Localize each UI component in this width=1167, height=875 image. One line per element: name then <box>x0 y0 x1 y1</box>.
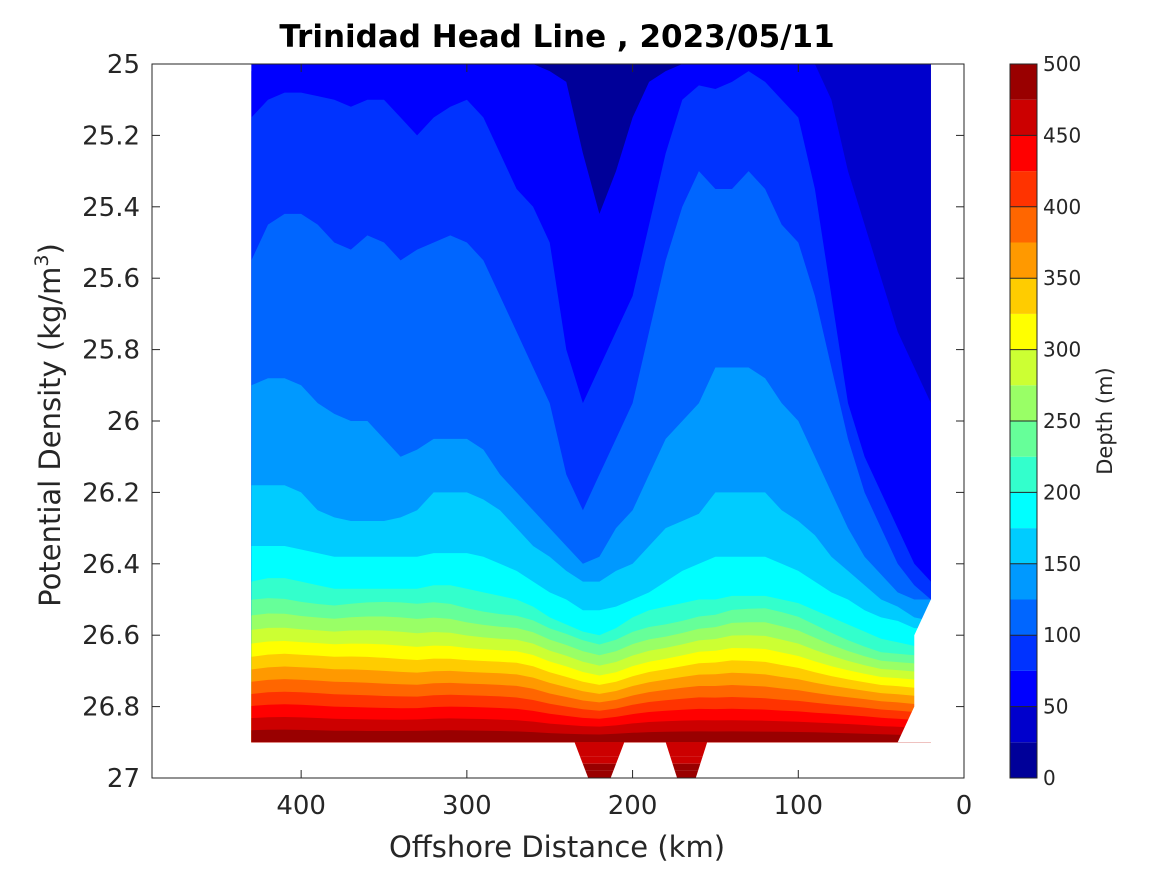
colorbar-swatch <box>1010 242 1037 279</box>
colorbar-swatch <box>1010 278 1037 314</box>
colorbar-swatch <box>1010 528 1037 564</box>
deep-channel-0-band-4 <box>585 770 614 778</box>
y-tick-label: 26.8 <box>82 693 140 723</box>
y-tick-label: 25.4 <box>82 193 140 223</box>
colorbar-swatch <box>1010 135 1037 172</box>
colorbar-swatch <box>1010 171 1037 207</box>
y-tick-label: 25.2 <box>82 121 140 151</box>
x-axis-ticks: 400 300 200 100 0 <box>276 64 972 821</box>
colorbar-tick-label: 50 <box>1043 695 1068 719</box>
colorbar-swatch <box>1010 313 1037 350</box>
colorbar-tick-label: 250 <box>1043 409 1081 433</box>
y-tick-label: 25.8 <box>82 336 140 366</box>
colorbar-swatch <box>1010 349 1037 386</box>
colorbar <box>1010 64 1037 778</box>
colorbar-swatch <box>1010 706 1037 743</box>
chart-title: Trinidad Head Line , 2023/05/11 <box>279 19 834 55</box>
colorbar-swatch <box>1010 599 1037 636</box>
y-axis-label-main: Potential Density (kg/m <box>33 267 67 607</box>
colorbar-swatch <box>1010 742 1037 778</box>
y-tick-label: 26.4 <box>82 550 140 580</box>
y-axis-label: Potential Density (kg/m3) <box>31 243 67 607</box>
colorbar-tick-label: 450 <box>1043 123 1081 147</box>
colorbar-tick-label: 200 <box>1043 480 1081 504</box>
y-axis-ticks: 25 25.2 25.4 25.6 25.8 26 26.2 26.4 26.6 26.8 27 <box>82 50 964 794</box>
no-data-wedge <box>897 599 964 743</box>
colorbar-tick-label: 0 <box>1043 766 1056 790</box>
deep-channel-1-band-1 <box>667 749 705 757</box>
deep-channel-0-band-1 <box>577 749 622 757</box>
colorbar-swatch <box>1010 492 1037 529</box>
x-tick-label: 0 <box>956 791 973 821</box>
contour-fill-layer <box>251 64 964 778</box>
colorbar-swatch <box>1010 670 1037 707</box>
y-tick-label: 26 <box>107 407 140 437</box>
colorbar-swatch <box>1010 64 1037 100</box>
deep-channel-1-band-2 <box>670 756 703 764</box>
y-axis-label-close: ) <box>33 243 67 254</box>
colorbar-tick-label: 500 <box>1043 52 1081 76</box>
deep-channel-0-band-0 <box>574 742 625 750</box>
colorbar-swatch <box>1010 385 1037 421</box>
x-axis-label: Offshore Distance (km) <box>389 830 725 864</box>
colorbar-swatch <box>1010 456 1037 493</box>
y-tick-label: 26.2 <box>82 478 140 508</box>
deep-channel-1-band-0 <box>665 742 708 750</box>
x-tick-label: 100 <box>773 791 823 821</box>
colorbar-swatch <box>1010 421 1037 457</box>
colorbar-ticks: 0 50 100 150 200 250 300 350 400 450 500 <box>1010 52 1081 790</box>
colorbar-tick-label: 150 <box>1043 552 1081 576</box>
colorbar-tick-label: 400 <box>1043 195 1081 219</box>
x-tick-label: 200 <box>608 791 658 821</box>
y-tick-label: 25.6 <box>82 264 140 294</box>
contour-band-deep-19 <box>251 729 931 743</box>
deep-channel-1-band-3 <box>672 763 701 771</box>
y-tick-label: 26.6 <box>82 621 140 651</box>
x-tick-label: 300 <box>442 791 492 821</box>
colorbar-label: Depth (m) <box>1093 367 1117 474</box>
deep-channel-0-band-2 <box>580 756 619 764</box>
colorbar-tick-label: 100 <box>1043 623 1081 647</box>
colorbar-tick-label: 350 <box>1043 266 1081 290</box>
deep-channel-0-band-3 <box>582 763 617 771</box>
y-tick-label: 27 <box>107 764 140 794</box>
x-tick-label: 400 <box>276 791 326 821</box>
colorbar-swatch <box>1010 206 1037 243</box>
y-axis-label-superscript: 3 <box>31 254 53 266</box>
deep-channel-1-band-4 <box>674 770 699 778</box>
colorbar-swatch <box>1010 563 1037 600</box>
y-tick-label: 25 <box>107 50 140 80</box>
colorbar-tick-label: 300 <box>1043 338 1081 362</box>
colorbar-swatch <box>1010 99 1037 136</box>
colorbar-swatch <box>1010 635 1037 671</box>
